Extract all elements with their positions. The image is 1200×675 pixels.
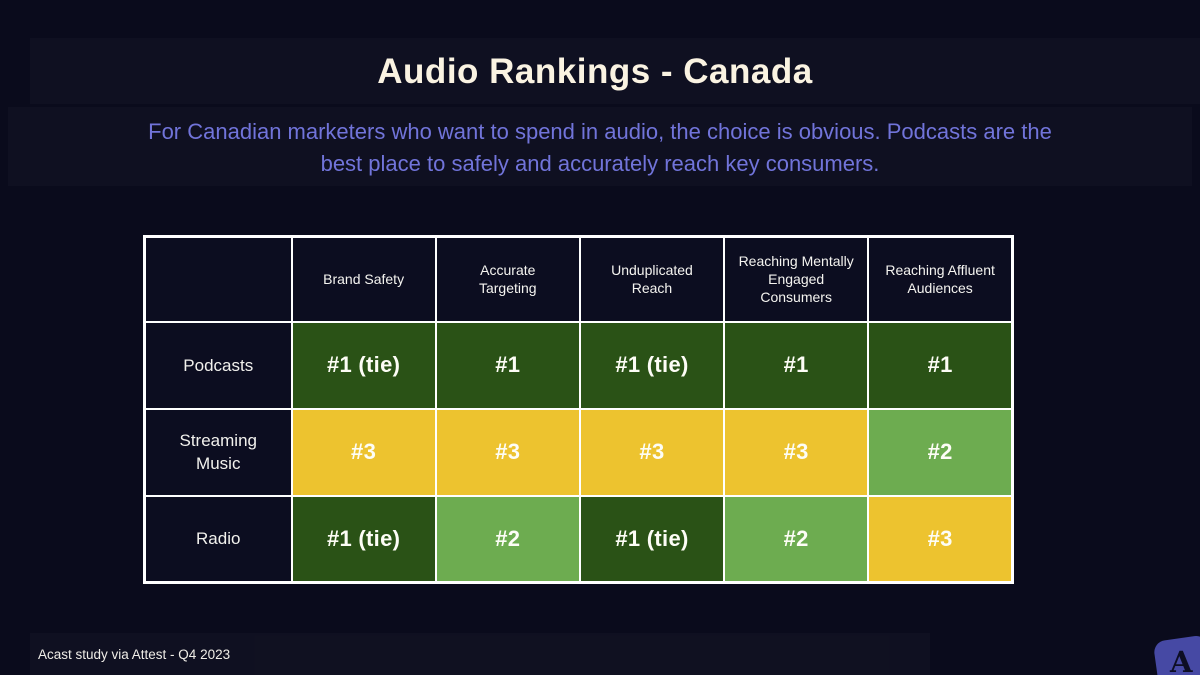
table-header: Brand Safety Accurate Targeting Unduplicat… — [143, 235, 1014, 323]
table-body: Podcasts #1 (tie) #1 #1 (tie) #1 #1 Streaming … — [143, 320, 1014, 584]
row-label: Podcasts — [143, 320, 293, 410]
column-header: Reaching Mentally Engaged Consumers — [723, 235, 870, 323]
column-header: Accurate Targeting — [434, 235, 581, 323]
rank-cell: #1 (tie) — [578, 320, 726, 410]
column-header: Reaching Affluent Audiences — [867, 235, 1014, 323]
row-label: Streaming Music — [143, 407, 293, 497]
source-note: Acast study via Attest - Q4 2023 — [38, 647, 231, 662]
table-row: Radio #1 (tie) #2 #1 (tie) #2 #3 — [143, 494, 1014, 584]
acast-logo-icon: A — [1152, 634, 1200, 675]
table-row: Streaming Music #3 #3 #3 #3 #2 — [143, 407, 1014, 497]
header-row: Brand Safety Accurate Targeting Unduplicat… — [143, 235, 1014, 323]
table-row: Podcasts #1 (tie) #1 #1 (tie) #1 #1 — [143, 320, 1014, 410]
logo-letter: A — [1169, 645, 1193, 675]
rank-cell: #2 — [723, 494, 870, 584]
column-header: Brand Safety — [290, 235, 437, 323]
rank-cell: #3 — [867, 494, 1014, 584]
rank-cell: #1 — [434, 320, 581, 410]
subtitle: For Canadian marketers who want to spend… — [50, 116, 1150, 180]
row-label: Radio — [143, 494, 293, 584]
rank-cell: #2 — [867, 407, 1014, 497]
page-title: Audio Rankings - Canada — [377, 52, 813, 91]
rankings-table: Brand Safety Accurate Targeting Unduplicat… — [143, 235, 1014, 584]
rank-cell: #3 — [434, 407, 581, 497]
corner-cell — [143, 235, 293, 323]
rank-cell: #3 — [578, 407, 726, 497]
subtitle-line-1: For Canadian marketers who want to spend… — [148, 119, 1052, 144]
rank-cell: #2 — [434, 494, 581, 584]
rank-cell: #3 — [723, 407, 870, 497]
rank-cell: #1 — [867, 320, 1014, 410]
rank-cell: #1 (tie) — [290, 320, 437, 410]
rank-cell: #3 — [290, 407, 437, 497]
subtitle-line-2: best place to safely and accurately reac… — [320, 151, 880, 176]
rankings-table-container: Brand Safety Accurate Targeting Unduplicat… — [143, 235, 1014, 584]
rank-cell: #1 — [723, 320, 870, 410]
column-header: Unduplicated Reach — [578, 235, 726, 323]
rank-cell: #1 (tie) — [290, 494, 437, 584]
rank-cell: #1 (tie) — [578, 494, 726, 584]
